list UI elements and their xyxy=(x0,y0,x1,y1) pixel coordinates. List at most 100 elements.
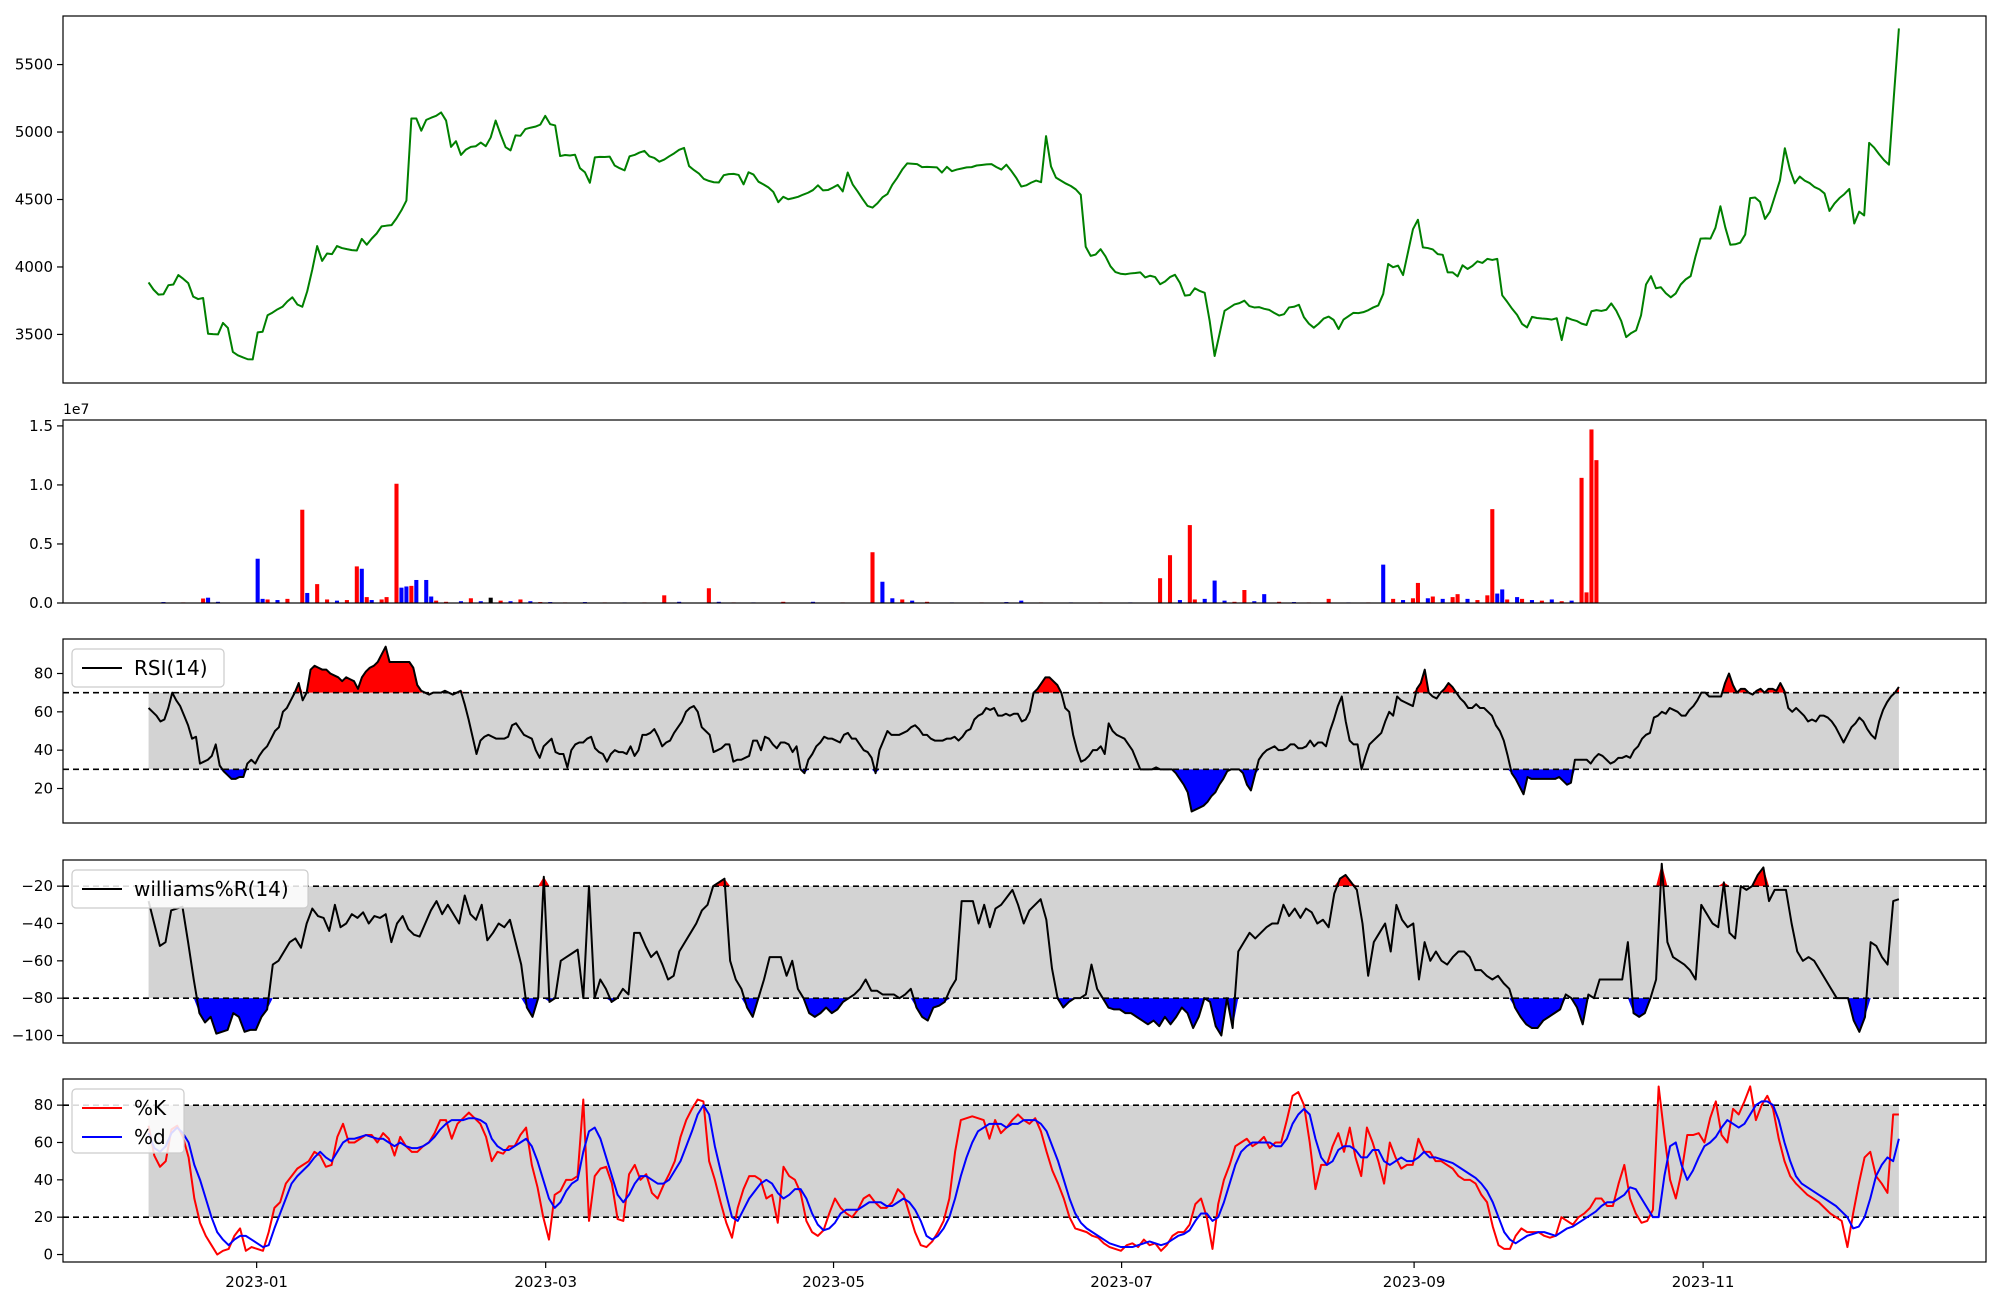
neutral-band xyxy=(148,886,1899,999)
volume-bar xyxy=(404,586,409,603)
volume-bar xyxy=(334,600,340,603)
volume-bar xyxy=(900,599,905,603)
volume-bar xyxy=(1549,599,1554,603)
volume-bar xyxy=(488,597,493,603)
volume-bar xyxy=(325,599,330,603)
volume-bar xyxy=(910,600,915,603)
volume-bar xyxy=(1490,509,1495,603)
y-tick-label: 1.0 xyxy=(29,476,53,494)
volume-bar xyxy=(1594,460,1599,603)
y-tick-label: 20 xyxy=(34,780,53,798)
volume-bar xyxy=(1455,594,1460,603)
volume-bar xyxy=(275,600,280,603)
volume-bar xyxy=(305,592,310,603)
volume-bar xyxy=(429,596,434,603)
volume-bar xyxy=(1177,600,1182,603)
volume-bar xyxy=(434,600,439,603)
volume-bar xyxy=(508,601,513,603)
volume-bar xyxy=(1158,578,1163,603)
legend-label: %d xyxy=(134,1125,166,1149)
volume-bar xyxy=(1440,598,1445,603)
x-tick-label: 2023-07 xyxy=(1090,1273,1153,1291)
volume-bar xyxy=(384,597,389,603)
volume-bar xyxy=(1391,598,1396,603)
overbought-fill xyxy=(148,863,1899,887)
neutral-band xyxy=(148,1105,1899,1218)
volume-bar xyxy=(285,598,290,603)
volume-bar xyxy=(1485,595,1490,603)
legend-box xyxy=(71,869,309,909)
y-tick-label: 5500 xyxy=(15,56,53,74)
volume-bar xyxy=(1539,600,1544,603)
volume-bar xyxy=(870,552,875,603)
volume-bar xyxy=(890,598,895,603)
x-tick-label: 2023-11 xyxy=(1672,1273,1735,1291)
rsi-panel: 20 40 60 80 RSI(14) xyxy=(34,638,1987,824)
volume-bar xyxy=(1529,600,1534,603)
volume-bar xyxy=(518,599,523,603)
volume-bar xyxy=(662,595,667,603)
y-tick-label: −60 xyxy=(21,952,53,970)
volume-bar xyxy=(1381,564,1386,603)
volume-bar xyxy=(1187,525,1192,603)
volume-bar xyxy=(1252,601,1257,603)
volume-bar xyxy=(478,601,483,603)
volume-bar xyxy=(255,558,260,603)
legend-label: williams%R(14) xyxy=(134,877,289,901)
y-tick-label: 80 xyxy=(34,1096,53,1114)
volume-bar xyxy=(1326,598,1331,603)
volume-bar xyxy=(379,599,384,603)
volume-bar xyxy=(344,600,349,603)
legend-label: RSI(14) xyxy=(134,656,208,680)
volume-bar xyxy=(528,601,533,603)
oversold-fill xyxy=(148,998,1899,1036)
rsi-14--line xyxy=(147,645,1900,813)
volume-bar xyxy=(1450,597,1455,603)
x-tick-label: 2023-09 xyxy=(1383,1273,1446,1291)
x-axis: 2023-01 2023-03 2023-05 2023-07 2023-09 2023-… xyxy=(225,1262,1734,1291)
volume-bar xyxy=(1579,477,1584,603)
volume-bar xyxy=(315,584,320,603)
stochastic-panel: 0 20 40 60 80 %K %d xyxy=(34,1078,1987,1264)
panel-frame xyxy=(62,419,1987,604)
y-tick-label: 5000 xyxy=(15,123,53,141)
chart-panels: 3500 4000 4500 5000 5500 0.0 0.5 1.0 1.5 1e7 20 40 6… xyxy=(12,15,1987,1264)
y-tick-label: 40 xyxy=(34,1171,53,1189)
volume-bar xyxy=(399,587,404,603)
volume-bar xyxy=(1589,429,1594,603)
volume-bar xyxy=(1212,580,1217,603)
volume-bar xyxy=(1584,592,1589,603)
volume-bar xyxy=(300,509,305,603)
williams-r-panel: −20 −40 −60 −80 −100 williams%R(14) xyxy=(12,859,1987,1045)
x-tick-label: 2023-05 xyxy=(802,1273,865,1291)
legend-label: %K xyxy=(134,1096,167,1120)
volume-bar xyxy=(1222,600,1227,603)
volume-bar xyxy=(1425,598,1430,603)
y-tick-label: −20 xyxy=(21,877,53,895)
neutral-band xyxy=(148,692,1899,770)
y-tick-label: 4500 xyxy=(15,191,53,209)
volume-bar xyxy=(201,598,206,603)
volume-bar xyxy=(206,597,211,603)
volume-bar xyxy=(409,585,414,603)
volume-bar xyxy=(1500,589,1505,603)
volume-bar xyxy=(880,581,885,603)
volume-bar xyxy=(1475,600,1480,603)
y-tick-label: 20 xyxy=(34,1208,53,1226)
-d-line xyxy=(147,1100,1900,1249)
volume-bar xyxy=(1415,582,1420,603)
volume-bar xyxy=(369,600,374,603)
legend-box xyxy=(71,1088,185,1154)
volume-bar xyxy=(414,579,419,603)
x-tick-label: 2023-01 xyxy=(225,1273,288,1291)
y-tick-label: 0 xyxy=(43,1246,53,1264)
volume-bar xyxy=(458,601,463,603)
y-tick-label: 80 xyxy=(34,665,53,683)
volume-bar xyxy=(1559,601,1564,603)
volume-bar xyxy=(1410,598,1415,603)
y-tick-label: 60 xyxy=(34,1133,53,1151)
volume-bar xyxy=(1569,600,1574,603)
volume-bar xyxy=(1262,594,1267,603)
volume-bar xyxy=(359,568,364,603)
